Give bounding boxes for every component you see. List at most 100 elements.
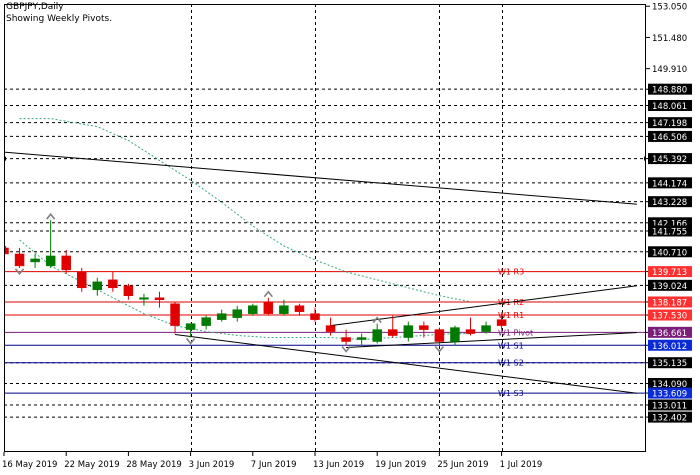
candle-body	[356, 337, 367, 340]
regression-line	[4, 151, 637, 205]
price-label: 132.402	[652, 414, 687, 424]
candle	[310, 307, 320, 322]
price-label-bg	[648, 296, 692, 308]
candle-body	[30, 258, 40, 263]
candle	[294, 303, 305, 316]
date-label: 13 Jun 2019	[313, 460, 364, 470]
candle-body	[403, 325, 414, 338]
date-label: 19 Jun 2019	[375, 460, 426, 470]
price-label: 138.187	[652, 298, 687, 308]
candle	[434, 327, 445, 346]
price-label-bg	[648, 225, 692, 237]
candle-body	[92, 281, 103, 291]
date-label: 16 May 2019	[2, 460, 57, 470]
candle-body	[170, 303, 180, 326]
candle-body	[481, 325, 491, 332]
date-label: 7 Jun 2019	[251, 460, 297, 470]
candle	[356, 333, 367, 346]
price-label-bg	[648, 246, 692, 258]
price-label-bg	[648, 130, 692, 142]
price-label-bg	[648, 266, 692, 278]
fractal-down-arrow	[185, 338, 196, 345]
candle-body	[139, 297, 149, 300]
candle	[450, 325, 460, 346]
plot-frame	[4, 4, 646, 452]
candle-body	[232, 309, 242, 318]
price-label-bg	[648, 217, 692, 229]
candle-body	[108, 279, 118, 289]
candle-body	[325, 325, 336, 332]
candle	[92, 277, 103, 296]
candle	[45, 220, 56, 268]
price-label: 140.710	[652, 248, 687, 258]
fractal-up-arrow	[372, 316, 382, 324]
candle	[465, 317, 476, 336]
price-label-bg	[648, 83, 692, 95]
candle-body	[14, 253, 25, 267]
candle-body	[201, 317, 211, 326]
ma-upper-line	[19, 118, 471, 303]
candle	[170, 301, 180, 334]
price-label: 137.530	[652, 312, 687, 322]
price-label: 149.910	[652, 65, 687, 75]
axis-layer: 153.050 151.480 149.910 148.880 148.061 147.1…	[2, 3, 692, 470]
price-label-bg	[648, 387, 692, 399]
candle-body	[465, 329, 476, 334]
candle	[139, 293, 149, 306]
price-label-bg	[648, 153, 692, 165]
price-label-bg	[648, 99, 692, 111]
candle	[325, 317, 336, 336]
candle	[263, 297, 274, 316]
candle-body	[450, 327, 460, 342]
price-label: 134.090	[652, 380, 687, 390]
candle	[248, 303, 258, 316]
price-label-bg	[648, 279, 692, 291]
candle-body	[185, 323, 196, 330]
price-label-bg	[648, 177, 692, 189]
candle	[4, 245, 9, 260]
price-label-bg	[648, 196, 692, 208]
indicator-layer	[4, 118, 646, 394]
candle	[123, 283, 134, 300]
indicator-caption: Showing Weekly Pivots.	[6, 14, 113, 24]
fractal-down-arrow	[14, 268, 25, 276]
price-label: 147.198	[652, 119, 687, 129]
price-label-bg	[648, 357, 692, 369]
candle	[154, 291, 165, 308]
price-label: 144.174	[652, 179, 687, 189]
candle	[30, 253, 40, 268]
candle	[201, 315, 211, 330]
price-label-bg	[648, 326, 692, 338]
candle	[481, 321, 491, 334]
price-label: 148.880	[652, 86, 687, 96]
date-label: 1 Jul 2019	[500, 460, 543, 470]
price-label-bg	[648, 309, 692, 321]
date-label: 25 Jun 2019	[437, 460, 488, 470]
price-label-bg	[648, 411, 692, 423]
price-label: 153.050	[652, 3, 687, 13]
channel-upper-line	[330, 285, 637, 327]
candle-body	[341, 337, 351, 342]
candle-body	[216, 313, 227, 320]
candle-body	[279, 305, 289, 314]
candle-body	[77, 271, 87, 289]
price-label-bg	[648, 117, 692, 129]
date-label: 22 May 2019	[64, 460, 119, 470]
price-label: 146.506	[652, 133, 687, 143]
candle	[216, 309, 227, 322]
candle	[279, 299, 289, 316]
price-label: 148.061	[652, 102, 687, 112]
candle	[232, 305, 242, 322]
candle	[496, 313, 507, 330]
candle-body	[263, 301, 274, 314]
candle-body	[45, 255, 56, 267]
price-label-bg	[648, 378, 692, 390]
candle-body	[4, 247, 9, 255]
candle	[14, 247, 25, 268]
price-label: 136.661	[652, 329, 687, 339]
fractal-up-arrow	[263, 290, 273, 298]
pivot-label: W1 R1	[498, 311, 524, 320]
ma-lower-line	[19, 239, 471, 341]
